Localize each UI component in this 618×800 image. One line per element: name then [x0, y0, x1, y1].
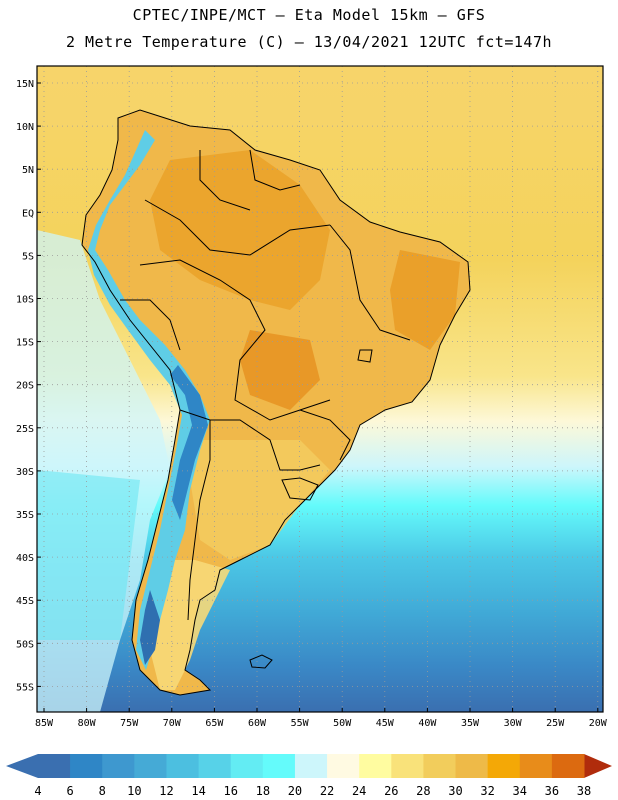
colorbar-swatch	[423, 754, 457, 778]
colorbar-tick-label: 30	[448, 784, 462, 798]
lon-label: 40W	[418, 718, 437, 729]
lat-label: 35S	[16, 510, 34, 521]
colorbar-swatch	[262, 754, 296, 778]
colorbar-tick-label: 24	[352, 784, 366, 798]
lat-label: 55S	[16, 682, 34, 693]
lon-label: 50W	[333, 718, 352, 729]
lat-label: 10S	[16, 295, 34, 306]
lon-label: 45W	[376, 718, 395, 729]
colorbar-swatch	[327, 754, 360, 778]
colorbar-swatch	[166, 754, 200, 778]
colorbar-tick-label: 28	[416, 784, 430, 798]
colorbar-high-arrow	[584, 754, 612, 778]
colorbar-swatch	[230, 754, 264, 778]
colorbar-tick-label: 32	[480, 784, 494, 798]
lon-label: 60W	[248, 718, 267, 729]
colorbar-swatch	[102, 754, 135, 778]
lon-label: 35W	[461, 718, 480, 729]
colorbar-swatch	[198, 754, 232, 778]
colorbar-swatch	[391, 754, 424, 778]
colorbar-tick-label: 8	[99, 784, 106, 798]
lat-label: 5N	[22, 165, 34, 176]
colorbar-tick-label: 22	[320, 784, 334, 798]
colorbar-swatch	[487, 754, 521, 778]
country-borders	[81, 109, 471, 696]
lat-label: 40S	[16, 553, 34, 564]
lat-label: 10N	[16, 122, 34, 133]
colorbar-swatch	[294, 754, 328, 778]
lon-label: 80W	[78, 718, 97, 729]
colorbar-tick-label: 18	[256, 784, 270, 798]
longitude-labels: 85W 80W 75W 70W 65W 60W 55W 50W 45W 40W 35W 30W 25W 2…	[35, 708, 608, 729]
lat-label: EQ	[22, 208, 34, 219]
colorbar-tick-label: 14	[191, 784, 205, 798]
colorbar-tick-label: 36	[545, 784, 559, 798]
colorbar-swatch	[38, 754, 71, 778]
colorbar-swatch	[519, 754, 553, 778]
colorbar-tick-label: 34	[513, 784, 527, 798]
lat-label: 20S	[16, 381, 34, 392]
lat-label: 45S	[16, 596, 34, 607]
lat-label: 25S	[16, 424, 34, 435]
colorbar-swatch	[359, 754, 392, 778]
latitude-labels: 15N 10N 5N EQ 5S 10S 15S 20S 25S 30S 35S 40S 45S 50S 5…	[16, 79, 41, 693]
colorbar-low-arrow	[6, 754, 38, 778]
lon-label: 20W	[589, 718, 608, 729]
colorbar-tick-label: 38	[577, 784, 591, 798]
colorbar-tick-label: 12	[159, 784, 173, 798]
lon-label: 75W	[120, 718, 139, 729]
colorbar-tick-label: 26	[384, 784, 398, 798]
colorbar-tick-label: 16	[223, 784, 237, 798]
colorbar-swatch	[455, 754, 489, 778]
lat-label: 30S	[16, 467, 34, 478]
colorbar-swatches	[38, 754, 585, 778]
colorbar-swatch	[551, 754, 585, 778]
map-field	[37, 66, 603, 712]
colorbar-swatch	[70, 754, 103, 778]
colorbar-tick-label: 20	[288, 784, 302, 798]
lat-label: 5S	[22, 251, 34, 262]
title-line-1: CPTEC/INPE/MCT – Eta Model 15km – GFS	[132, 6, 486, 24]
lat-label: 15S	[16, 338, 34, 349]
andes-cold-band	[88, 130, 210, 670]
lon-label: 85W	[35, 718, 54, 729]
colorbar-tick-labels: 4 6 8 10 12 14 16 18 20 22 24 26 28 30 32 34 36 38	[34, 784, 591, 798]
lon-label: 65W	[205, 718, 224, 729]
colorbar-tick-label: 10	[127, 784, 141, 798]
lon-label: 70W	[163, 718, 182, 729]
colorbar-tick-label: 4	[34, 784, 41, 798]
title-line-2: 2 Metre Temperature (C) – 13/04/2021 12U…	[65, 33, 553, 51]
lat-label: 15N	[16, 79, 34, 90]
lon-label: 55W	[291, 718, 310, 729]
lat-label: 50S	[16, 639, 34, 650]
lon-label: 25W	[546, 718, 565, 729]
colorbar-tick-label: 6	[67, 784, 74, 798]
map-frame	[36, 65, 604, 713]
colorbar-swatch	[134, 754, 167, 778]
lon-label: 30W	[504, 718, 523, 729]
